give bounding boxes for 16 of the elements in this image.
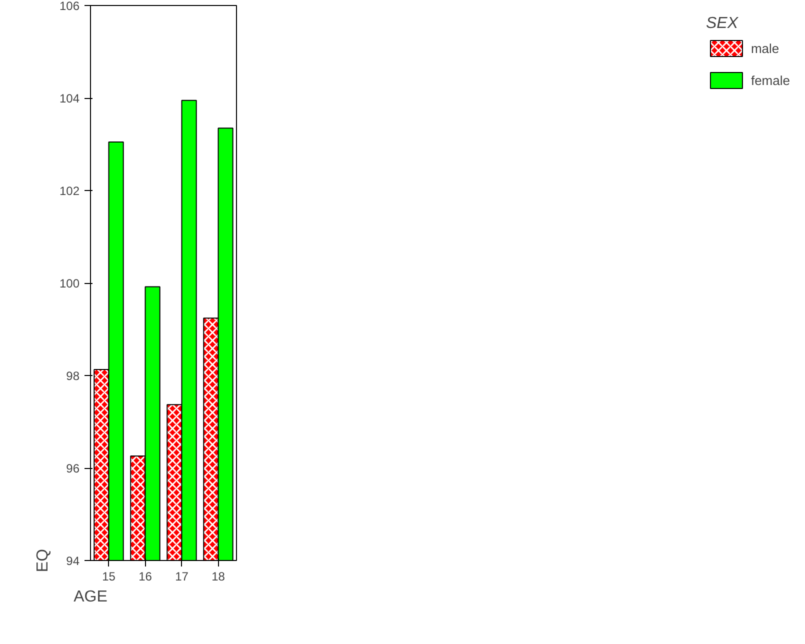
y-tick-label: 96	[66, 462, 80, 476]
x-tick-label: 17	[175, 570, 189, 584]
x-tick-label: 15	[102, 570, 116, 584]
y-tick-label: 106	[59, 0, 80, 13]
x-tick-label: 18	[212, 570, 226, 584]
x-axis-title: AGE	[74, 588, 108, 606]
legend-label: female	[750, 72, 790, 88]
y-tick-label: 94	[66, 554, 80, 568]
y-tick-label: 100	[59, 276, 80, 290]
y-tick-label: 104	[59, 92, 80, 106]
legend-label: male	[750, 40, 780, 56]
legend-title: SEX	[706, 15, 740, 33]
y-axis-title: EQ	[34, 548, 52, 572]
y-tick-label: 102	[59, 184, 80, 198]
y-tick-label: 98	[66, 369, 80, 383]
x-tick-label: 16	[138, 570, 152, 584]
